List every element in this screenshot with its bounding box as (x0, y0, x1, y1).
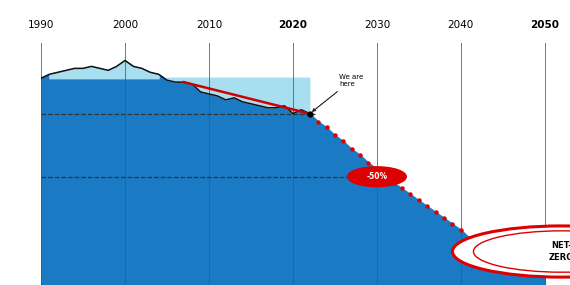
Ellipse shape (348, 167, 406, 186)
Text: 1990: 1990 (28, 20, 54, 30)
Circle shape (453, 226, 570, 277)
Text: percent change in emissions from 1990 levels: percent change in emissions from 1990 le… (19, 87, 26, 241)
Text: 2050: 2050 (530, 20, 559, 30)
Text: 2010: 2010 (196, 20, 222, 30)
Text: We are
here: We are here (313, 74, 363, 111)
Text: 2000: 2000 (112, 20, 138, 30)
Text: -50%: -50% (367, 172, 388, 181)
Text: 2030: 2030 (364, 20, 390, 30)
Text: NET-
ZERO: NET- ZERO (549, 241, 570, 262)
Text: 2020: 2020 (278, 20, 307, 30)
Text: 2040: 2040 (447, 20, 474, 30)
